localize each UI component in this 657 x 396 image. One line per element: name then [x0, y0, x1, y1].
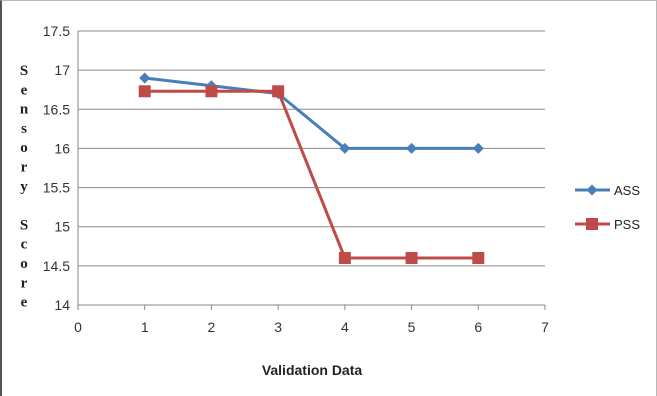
x-tick-label: 7 [541, 319, 549, 335]
data-point-ass [472, 142, 484, 154]
y-axis-label-char: o [20, 140, 28, 156]
x-tick-label: 2 [208, 319, 216, 335]
tick-labels: 14 14.5 15 15.5 16 16.5 17 17.5 0 1 2 3 4 5 6 7 [43, 23, 549, 335]
y-axis-label-char: y [20, 179, 28, 195]
x-tick-label: 1 [141, 319, 149, 335]
data-point-ass [339, 142, 351, 154]
data-point-pss [205, 85, 218, 98]
legend-label-pss: PSS [614, 217, 640, 232]
y-tick-label: 15 [54, 219, 70, 235]
legend: ASS PSS [575, 183, 640, 232]
y-tick-label: 14.5 [43, 258, 70, 274]
y-axis-label-char: s [21, 121, 27, 137]
x-tick-label: 6 [474, 319, 482, 335]
data-point-ass [406, 142, 418, 154]
x-tick-label: 3 [274, 319, 282, 335]
y-tick-label: 16 [54, 140, 70, 156]
legend-marker-ass [586, 184, 598, 196]
legend-label-ass: ASS [614, 183, 640, 198]
data-point-pss [338, 252, 351, 265]
series-line-pss [144, 89, 479, 260]
y-axis-label-char: r [21, 275, 28, 291]
x-tick-label: 5 [408, 319, 416, 335]
y-axis-label-char: n [20, 102, 29, 118]
axes [77, 31, 546, 310]
y-axis-label-char: r [21, 160, 28, 176]
y-axis-label-char: S [20, 63, 28, 79]
x-tick-label: 4 [341, 319, 349, 335]
y-tick-label: 17 [54, 62, 70, 78]
legend-marker-pss [586, 218, 598, 230]
y-tick-label: 16.5 [43, 101, 70, 117]
y-axis-label-char: c [21, 237, 28, 253]
data-point-pss [272, 85, 285, 98]
data-point-pss [472, 252, 485, 265]
y-tick-label: 15.5 [43, 180, 70, 196]
y-axis-label-char: e [21, 295, 28, 311]
series-line-ass [144, 76, 479, 150]
x-axis-label: Validation Data [262, 362, 363, 378]
y-axis-label-char: e [21, 82, 28, 98]
y-axis-label-char: S [20, 217, 28, 233]
x-tick-label: 0 [74, 319, 82, 335]
y-tick-label: 14 [54, 297, 70, 313]
data-point-pss [138, 85, 151, 98]
y-tick-label: 17.5 [43, 23, 70, 39]
data-point-ass [139, 72, 151, 84]
y-axis-label-char: o [20, 256, 28, 272]
series-group [138, 72, 485, 265]
data-point-pss [405, 252, 418, 265]
